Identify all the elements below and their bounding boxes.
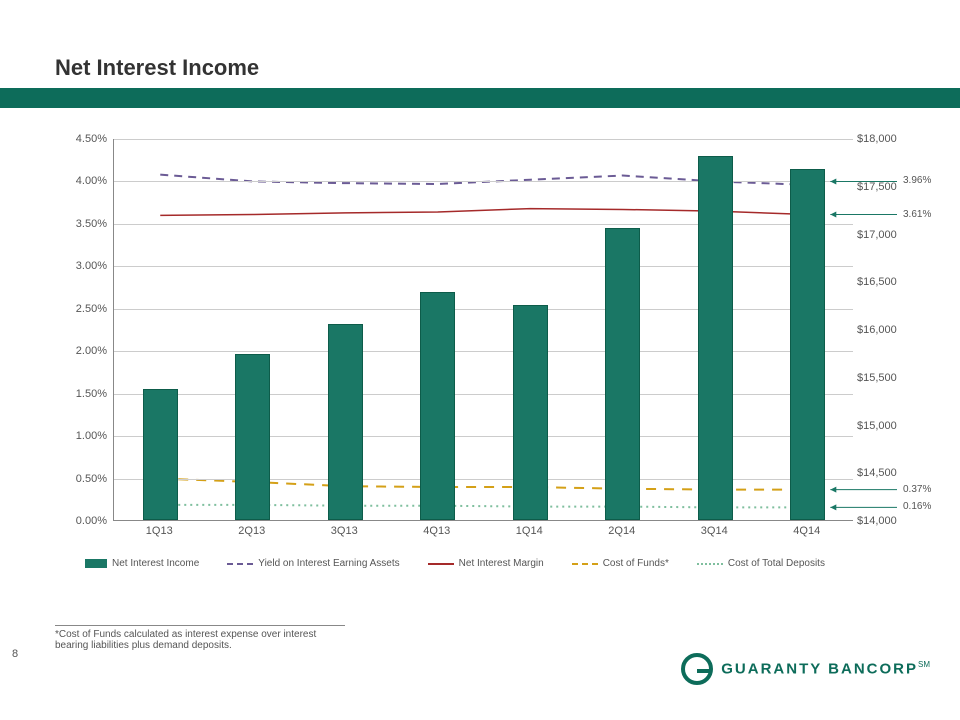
y-right-tick: $14,000 <box>857 515 907 527</box>
y-left-tick: 4.50% <box>55 133 107 145</box>
x-category: 3Q14 <box>684 525 744 537</box>
legend-nim: Net Interest Margin <box>428 558 544 569</box>
y-right-tick: $18,000 <box>857 133 907 145</box>
legend-yield: Yield on Interest Earning Assets <box>227 558 399 569</box>
y-left-tick: 2.00% <box>55 345 107 357</box>
callout-arrows <box>55 125 905 545</box>
x-category: 2Q13 <box>222 525 282 537</box>
chart: 0.00% 0.50% 1.00% 1.50% 2.00% 2.50% 3.00% 3.50%… <box>55 125 905 545</box>
y-left-tick: 3.50% <box>55 218 107 230</box>
y-right-tick: $17,500 <box>857 181 907 193</box>
x-category: 4Q13 <box>407 525 467 537</box>
y-left-tick: 2.50% <box>55 303 107 315</box>
x-category: 1Q13 <box>129 525 189 537</box>
logo: GUARANTY BANCORPSM <box>681 653 930 685</box>
y-right-tick: $17,000 <box>857 229 907 241</box>
y-left-tick: 4.00% <box>55 175 107 187</box>
title-bar <box>0 88 960 108</box>
logo-text: GUARANTY BANCORPSM <box>721 660 930 678</box>
x-category: 1Q14 <box>499 525 559 537</box>
legend: Net Interest Income Yield on Interest Ear… <box>85 558 885 569</box>
y-right-tick: $15,500 <box>857 372 907 384</box>
y-left-tick: 0.50% <box>55 473 107 485</box>
y-left-tick: 1.50% <box>55 388 107 400</box>
callout-label: 0.16% <box>903 501 931 512</box>
page-title: Net Interest Income <box>55 55 259 81</box>
slide: Net Interest Income 0.00% 0.50% 1.00% 1.50%… <box>0 0 960 720</box>
callout-label: 3.96% <box>903 175 931 186</box>
page-number: 8 <box>12 648 18 660</box>
x-category: 2Q14 <box>592 525 652 537</box>
callout-label: 3.61% <box>903 209 931 220</box>
x-category: 4Q14 <box>777 525 837 537</box>
legend-cod: Cost of Total Deposits <box>697 558 825 569</box>
y-right-tick: $16,500 <box>857 276 907 288</box>
legend-cof: Cost of Funds* <box>572 558 669 569</box>
logo-icon <box>681 653 713 685</box>
x-category: 3Q13 <box>314 525 374 537</box>
y-left-tick: 3.00% <box>55 260 107 272</box>
footnote: *Cost of Funds calculated as interest ex… <box>55 625 345 651</box>
y-right-tick: $14,500 <box>857 467 907 479</box>
y-left-tick: 1.00% <box>55 430 107 442</box>
y-right-tick: $15,000 <box>857 420 907 432</box>
legend-bars: Net Interest Income <box>85 558 199 569</box>
y-right-tick: $16,000 <box>857 324 907 336</box>
y-left-tick: 0.00% <box>55 515 107 527</box>
callout-label: 0.37% <box>903 484 931 495</box>
